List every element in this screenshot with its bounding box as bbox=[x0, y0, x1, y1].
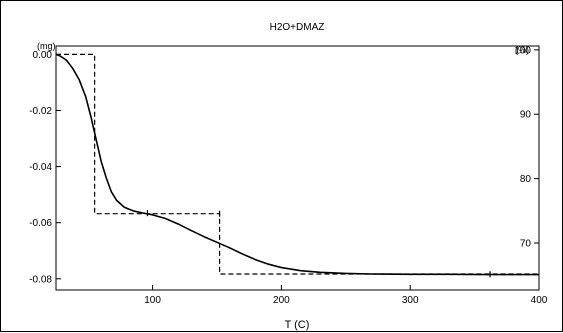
x-tick-label: 300 bbox=[402, 295, 419, 306]
step-dashed-line bbox=[56, 53, 539, 275]
y-tick-label: 0.00 bbox=[33, 50, 53, 61]
y-tick-label: -0.06 bbox=[29, 218, 52, 229]
y-tick-label: -0.02 bbox=[29, 106, 52, 117]
x-tick-label: 100 bbox=[144, 295, 161, 306]
y2-axis-unit: (%) bbox=[515, 45, 529, 55]
x-tick-label: 400 bbox=[531, 295, 548, 306]
y2-tick-label: 80 bbox=[520, 174, 532, 185]
y2-tick-label: 70 bbox=[520, 239, 532, 250]
plot-area bbox=[55, 45, 540, 291]
series-layer bbox=[55, 53, 539, 276]
y2-tick-label: 90 bbox=[520, 110, 532, 121]
marker-layer bbox=[146, 210, 491, 278]
mass-loss-curve bbox=[55, 53, 539, 276]
y-axis-unit: (mg) bbox=[37, 41, 56, 51]
x-tick-label: 200 bbox=[273, 295, 290, 306]
y-tick-label: -0.08 bbox=[29, 274, 52, 285]
ticks-layer: 100 200 300 400 0.00 -0.02 -0.04 -0.06 -0.08 100 9… bbox=[29, 45, 548, 306]
chart-title: H2O+DMAZ bbox=[270, 22, 325, 33]
y2-tick-label: 100 bbox=[514, 45, 531, 56]
x-axis-title: T (C) bbox=[285, 319, 310, 331]
y-tick-label: -0.04 bbox=[29, 162, 52, 173]
